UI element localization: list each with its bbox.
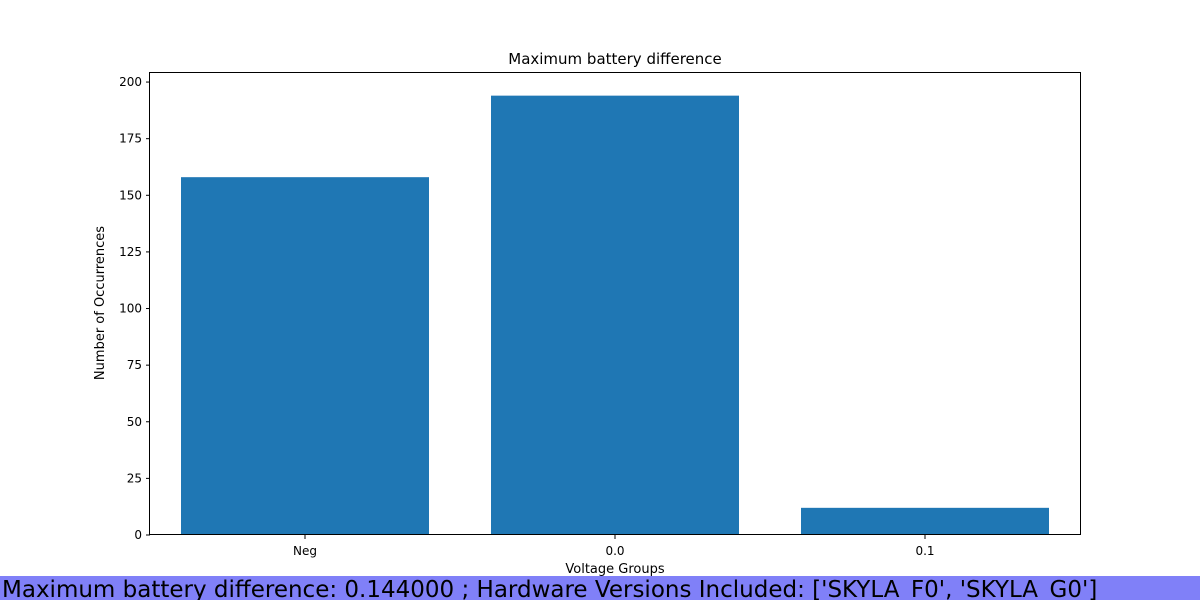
bars-group xyxy=(181,95,1049,536)
y-tick-label: 200 xyxy=(119,75,142,89)
chart-title: Maximum battery difference xyxy=(508,50,722,68)
y-tick-label: 25 xyxy=(127,471,142,485)
bar-2 xyxy=(801,507,1049,535)
x-tick-label: 0.1 xyxy=(915,544,934,558)
plot-frame xyxy=(149,72,1081,535)
x-axis: Neg 0.0 0.1 xyxy=(293,535,935,558)
footer-text: Maximum battery difference: 0.144000 ; H… xyxy=(2,577,1098,600)
y-tick-label: 75 xyxy=(127,358,142,372)
bar-1 xyxy=(491,95,739,535)
y-tick-label: 0 xyxy=(134,528,142,542)
y-tick-label: 125 xyxy=(119,245,142,259)
y-tick-label: 175 xyxy=(119,132,142,146)
x-tick-label: Neg xyxy=(293,544,317,558)
x-tick-label: 0.0 xyxy=(605,544,624,558)
y-tick-label: 150 xyxy=(119,188,142,202)
y-tick-label: 100 xyxy=(119,302,142,316)
y-tick-label: 50 xyxy=(127,415,142,429)
y-axis-label: Number of Occurrences xyxy=(93,226,108,380)
footer-banner: Maximum battery difference: 0.144000 ; H… xyxy=(0,576,1200,600)
y-axis: 0 25 50 75 100 125 150 175 200 xyxy=(119,75,150,542)
bar-0 xyxy=(181,177,429,536)
x-axis-label: Voltage Groups xyxy=(565,562,664,577)
